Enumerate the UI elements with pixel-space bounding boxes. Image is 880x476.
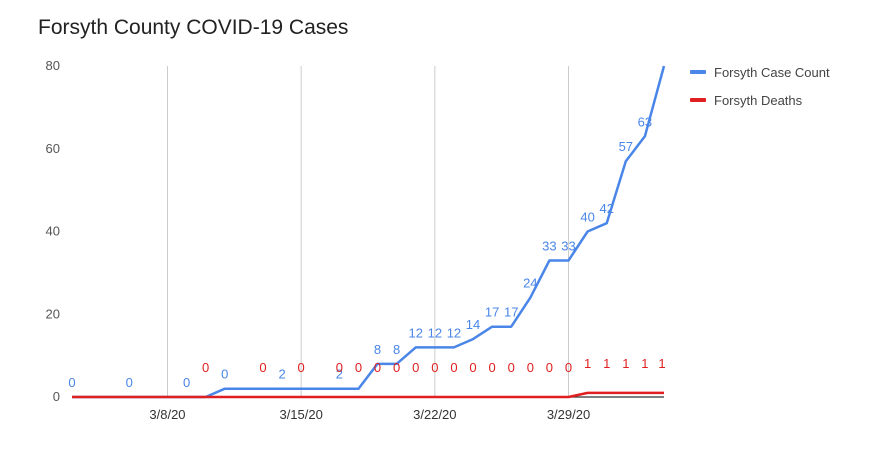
data-label-deaths: 0 <box>374 360 381 375</box>
x-tick-label: 3/15/20 <box>279 407 322 422</box>
data-label-deaths: 0 <box>412 360 419 375</box>
x-tick-label: 3/22/20 <box>413 407 456 422</box>
data-label-cases: 0 <box>221 367 228 382</box>
legend-item-deaths: Forsyth Deaths <box>690 86 830 114</box>
data-label-deaths: 1 <box>641 356 648 371</box>
legend-label-cases: Forsyth Case Count <box>714 64 830 80</box>
data-label-cases: 63 <box>638 114 652 129</box>
data-label-deaths: 1 <box>584 356 591 371</box>
data-label-deaths: 0 <box>259 360 266 375</box>
data-label-cases: 40 <box>580 210 594 225</box>
data-label-cases: 0 <box>68 375 75 390</box>
data-label-deaths: 0 <box>355 360 362 375</box>
data-label-deaths: 0 <box>336 360 343 375</box>
data-label-cases: 57 <box>619 139 633 154</box>
data-label-cases: 8 <box>374 342 381 357</box>
data-label-cases: 0 <box>126 375 133 390</box>
data-label-cases: 33 <box>542 238 556 253</box>
data-label-cases: 33 <box>561 238 575 253</box>
legend-item-cases: Forsyth Case Count <box>690 58 830 86</box>
series-line-deaths <box>72 391 664 399</box>
data-label-deaths: 0 <box>469 360 476 375</box>
data-label-deaths: 0 <box>298 360 305 375</box>
data-label-cases: 14 <box>466 317 480 332</box>
series-line-cases <box>72 65 666 399</box>
data-label-cases: 2 <box>278 367 285 382</box>
legend-label-deaths: Forsyth Deaths <box>714 92 803 108</box>
data-label-deaths: 0 <box>565 360 572 375</box>
y-tick-label: 80 <box>46 58 60 73</box>
data-label-deaths: 0 <box>393 360 400 375</box>
data-label-deaths: 0 <box>489 360 496 375</box>
chart-title: Forsyth County COVID-19 Cases <box>38 16 349 39</box>
data-label-cases: 8 <box>393 342 400 357</box>
data-label-deaths: 0 <box>431 360 438 375</box>
data-label-cases: 2 <box>336 367 343 382</box>
data-label-deaths: 1 <box>658 356 665 371</box>
data-label-deaths: 0 <box>450 360 457 375</box>
data-label-cases: 0 <box>183 375 190 390</box>
x-tick-label: 3/29/20 <box>547 407 590 422</box>
data-label-deaths: 0 <box>546 360 553 375</box>
data-label-cases: 42 <box>599 201 613 216</box>
x-tick-label: 3/8/20 <box>149 407 185 422</box>
y-tick-label: 20 <box>46 306 60 321</box>
data-label-deaths: 0 <box>527 360 534 375</box>
y-tick-label: 0 <box>53 389 60 404</box>
y-tick-label: 60 <box>46 141 60 156</box>
data-label-deaths: 0 <box>202 360 209 375</box>
data-label-cases: 17 <box>485 305 499 320</box>
data-label-cases: 12 <box>428 325 442 340</box>
data-label-deaths: 0 <box>508 360 515 375</box>
legend: Forsyth Case Count Forsyth Deaths <box>690 58 830 114</box>
data-label-deaths: 1 <box>622 356 629 371</box>
data-label-deaths: 1 <box>603 356 610 371</box>
data-label-cases: 24 <box>523 276 537 291</box>
legend-swatch-cases <box>690 70 706 74</box>
y-tick-label: 40 <box>46 224 60 239</box>
data-label-cases: 12 <box>409 325 423 340</box>
data-label-cases: 12 <box>447 325 461 340</box>
legend-swatch-deaths <box>690 98 706 102</box>
data-label-cases: 17 <box>504 305 518 320</box>
